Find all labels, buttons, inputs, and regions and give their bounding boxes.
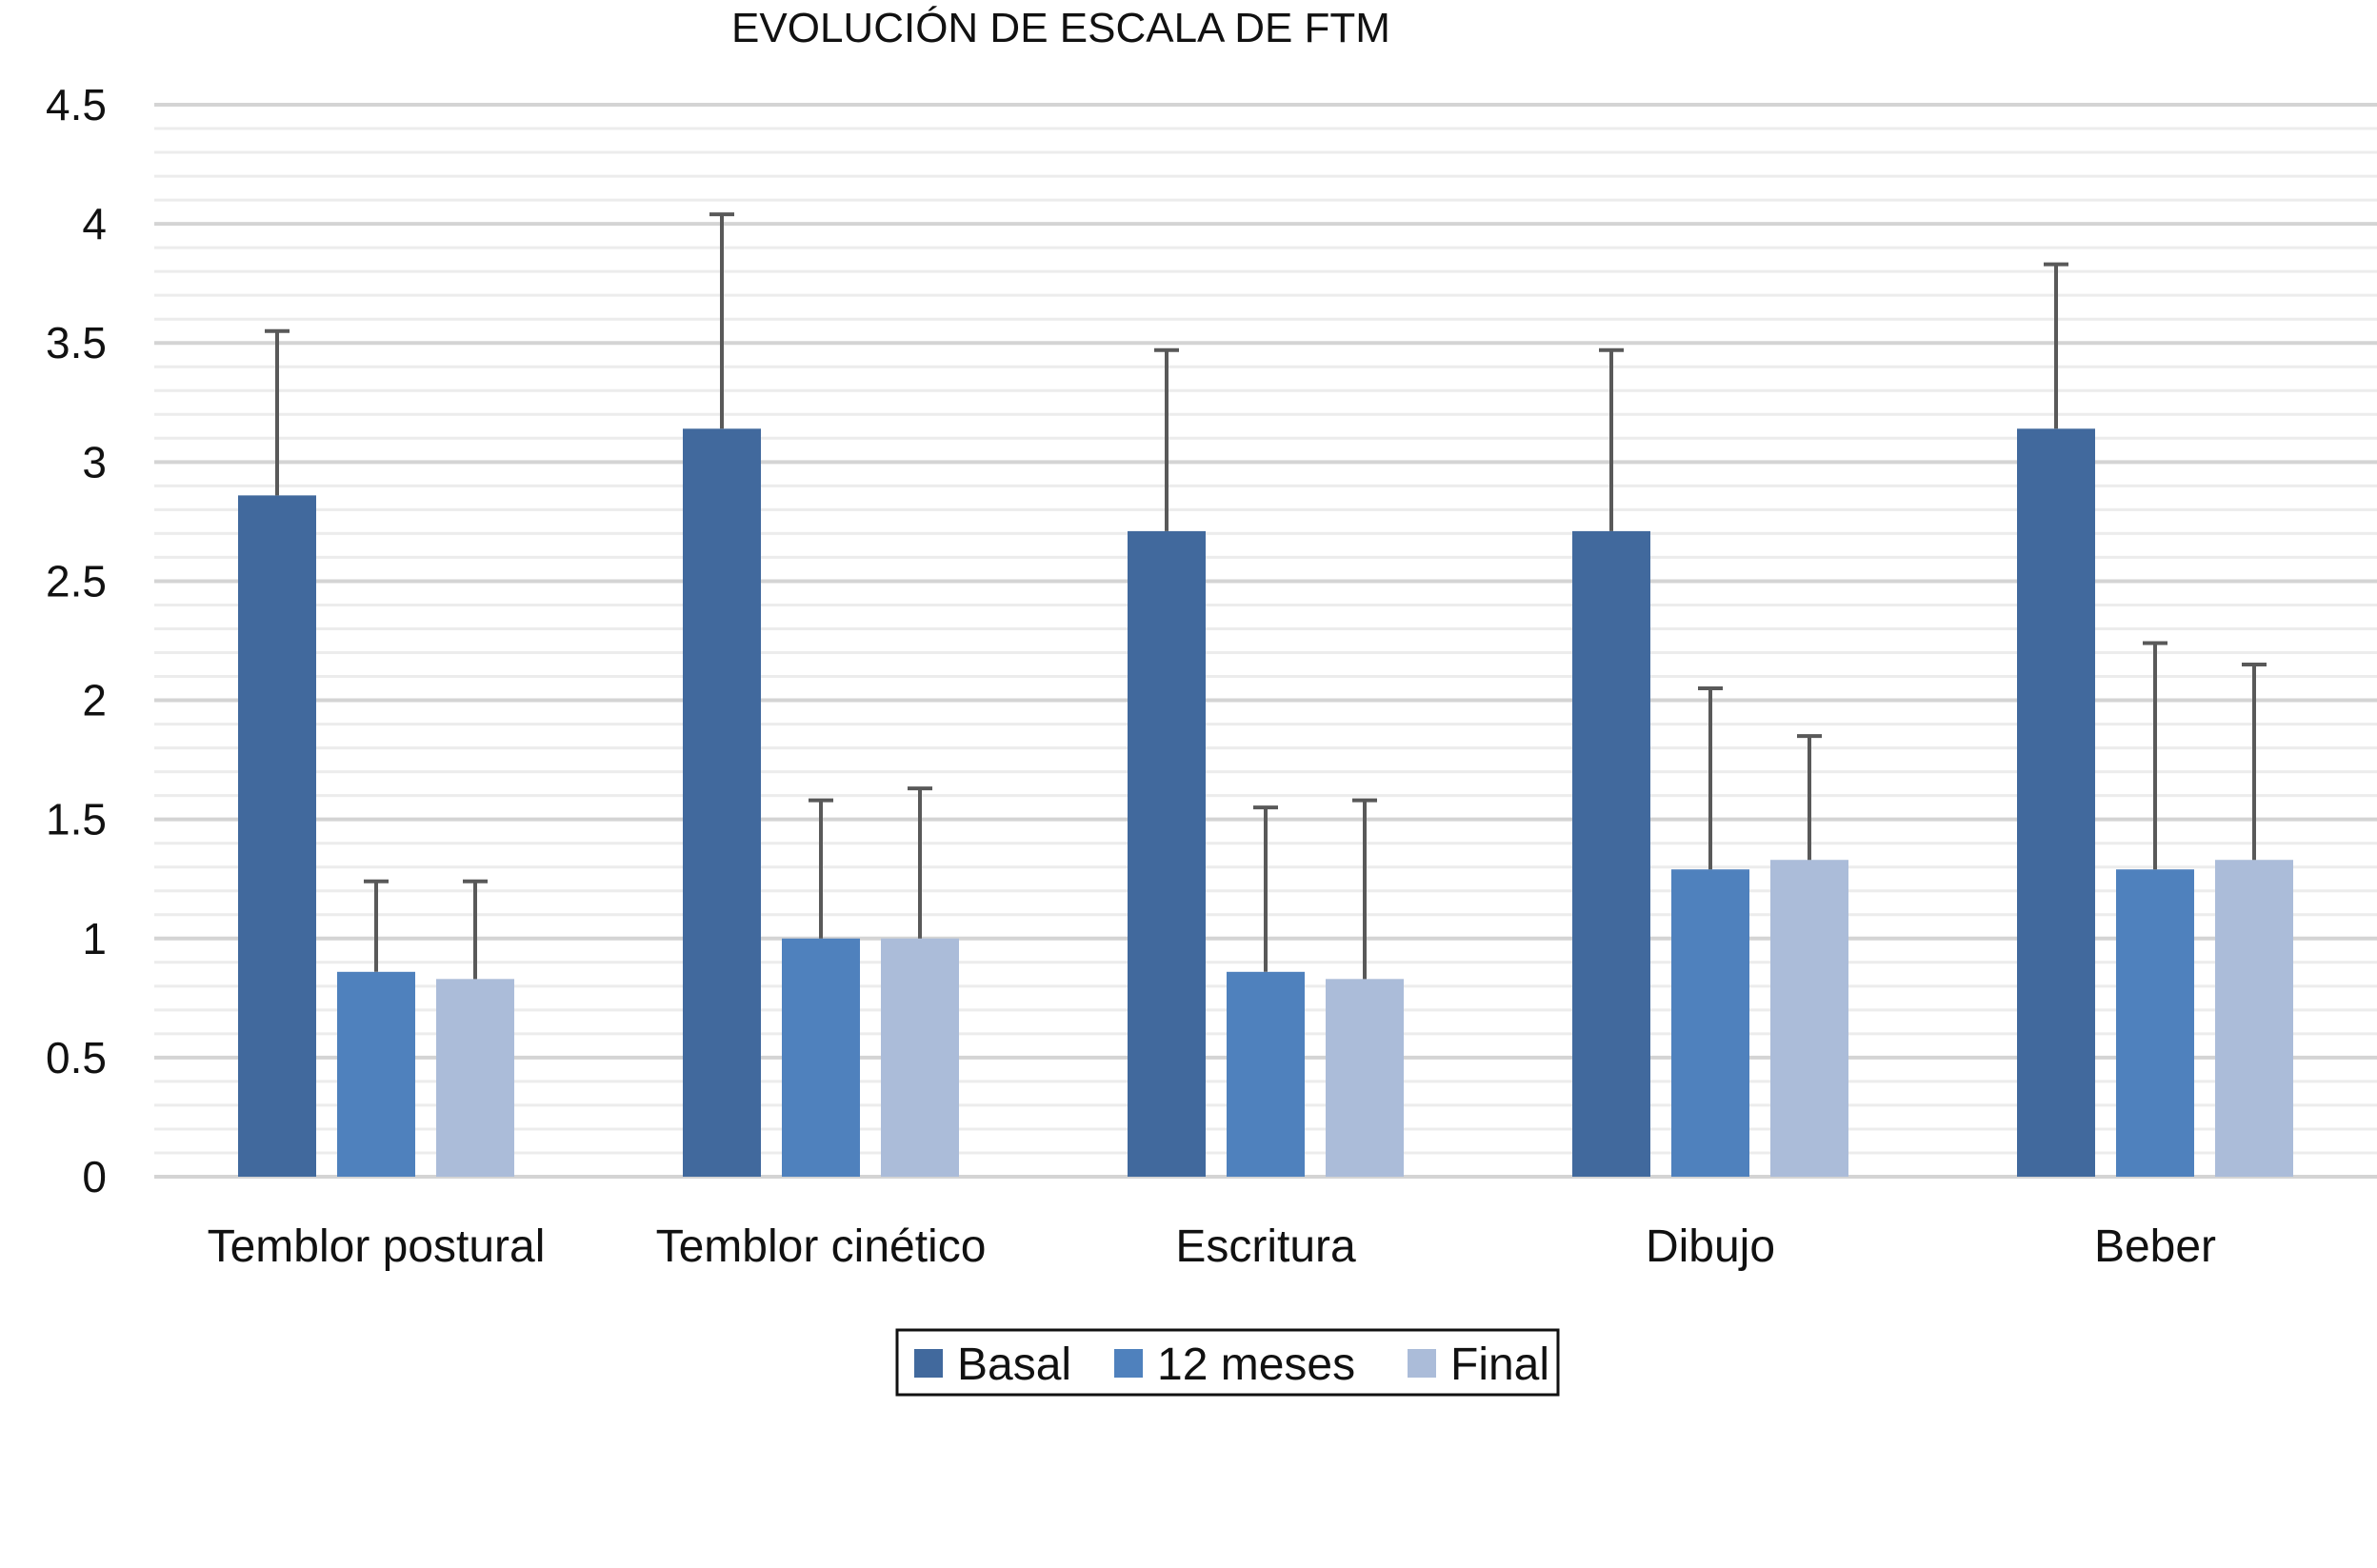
y-tick-label: 1.5	[46, 795, 107, 844]
bar	[1671, 869, 1749, 1177]
legend-swatch	[1408, 1349, 1436, 1378]
bar	[2215, 860, 2293, 1177]
y-tick-label: 4.5	[46, 80, 107, 129]
y-tick-label: 3.5	[46, 318, 107, 367]
legend-swatch	[914, 1349, 943, 1378]
bar	[881, 938, 959, 1177]
bar	[1128, 530, 1206, 1177]
legend-label: Final	[1450, 1340, 1549, 1390]
y-tick-label: 4	[82, 199, 107, 248]
category-label: Dibujo	[1646, 1221, 1775, 1272]
y-tick-label: 0.5	[46, 1033, 107, 1082]
x-axis-categories: Temblor postural Temblor cinético Escritur…	[208, 1221, 2216, 1272]
bar	[1770, 860, 1848, 1177]
y-tick-label: 1	[82, 914, 107, 963]
bar	[436, 979, 514, 1177]
chart-title: EVOLUCIÓN DE ESCALA DE FTM	[731, 5, 1390, 51]
bar	[337, 971, 415, 1177]
bar	[1572, 530, 1650, 1177]
legend-label: 12 meses	[1157, 1340, 1355, 1390]
error-bars	[265, 212, 2267, 980]
category-label: Beber	[2094, 1221, 2216, 1272]
y-tick-label: 3	[82, 437, 107, 486]
bar	[683, 428, 761, 1177]
category-label: Escritura	[1175, 1221, 1356, 1272]
legend-swatch	[1114, 1349, 1143, 1378]
y-tick-label: 2.5	[46, 556, 107, 605]
category-label: Temblor postural	[208, 1221, 546, 1272]
bar	[1227, 971, 1305, 1177]
y-axis-ticks: 0 0.5 1 1.5 2 2.5 3 3.5 4 4.5	[46, 80, 107, 1201]
category-label: Temblor cinético	[656, 1221, 987, 1272]
bar	[2116, 869, 2194, 1177]
legend: Basal 12 meses Final	[895, 1328, 1560, 1397]
y-tick-label: 0	[82, 1152, 107, 1201]
bar	[1326, 979, 1404, 1177]
y-tick-label: 2	[82, 676, 107, 725]
legend-box	[895, 1328, 1560, 1397]
bars	[238, 428, 2293, 1177]
legend-label: Basal	[957, 1340, 1071, 1390]
bar	[782, 938, 860, 1177]
bar	[2017, 428, 2095, 1177]
bar	[238, 495, 316, 1177]
